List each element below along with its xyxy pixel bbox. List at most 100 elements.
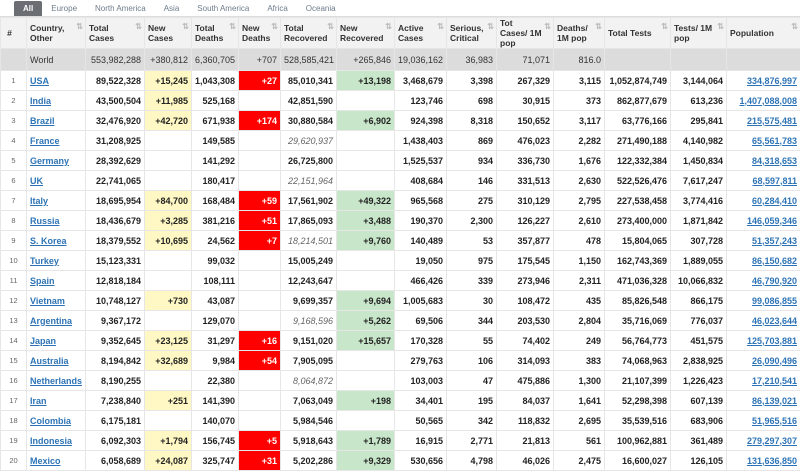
sort-icon[interactable]: ⇅ xyxy=(661,22,668,32)
population-link[interactable]: 26,090,496 xyxy=(752,356,797,366)
population-cell: 215,575,481 xyxy=(727,111,800,131)
population-link[interactable]: 131,636,850 xyxy=(747,456,797,466)
total-deaths-cell: 99,032 xyxy=(192,251,239,271)
sort-icon[interactable]: ⇅ xyxy=(271,22,278,32)
sort-icon[interactable]: ⇅ xyxy=(327,22,334,32)
column-header-tests-1m-pop[interactable]: Tests/ 1M pop⇅ xyxy=(671,18,727,49)
world-population xyxy=(727,49,800,71)
population-link[interactable]: 334,876,997 xyxy=(747,76,797,86)
country-cell: Brazil xyxy=(27,111,86,131)
column-header-serious-critical[interactable]: Serious, Critical⇅ xyxy=(447,18,497,49)
country-link[interactable]: Brazil xyxy=(30,116,55,126)
active-cell: 50,565 xyxy=(395,411,447,431)
critical-cell: 4,798 xyxy=(447,451,497,471)
column-header-total-tests[interactable]: Total Tests⇅ xyxy=(605,18,671,49)
new-deaths-cell: +174 xyxy=(239,111,281,131)
column-header-new-deaths[interactable]: New Deaths⇅ xyxy=(239,18,281,49)
population-link[interactable]: 86,150,682 xyxy=(752,256,797,266)
total-deaths-cell: 24,562 xyxy=(192,231,239,251)
population-link[interactable]: 84,318,653 xyxy=(752,156,797,166)
population-link[interactable]: 86,139,021 xyxy=(752,396,797,406)
country-link[interactable]: Russia xyxy=(30,216,60,226)
tab-europe[interactable]: Europe xyxy=(42,1,86,16)
population-link[interactable]: 68,597,811 xyxy=(752,176,797,186)
world-cases-1m: 71,071 xyxy=(497,49,554,71)
country-link[interactable]: Vietnam xyxy=(30,296,65,306)
critical-cell: 146 xyxy=(447,171,497,191)
population-link[interactable]: 1,407,088,008 xyxy=(739,96,797,106)
deaths-1m-cell: 2,630 xyxy=(554,171,605,191)
country-link[interactable]: Indonesia xyxy=(30,436,72,446)
total-cases-cell: 10,748,127 xyxy=(86,291,145,311)
world-tests xyxy=(605,49,671,71)
population-link[interactable]: 215,575,481 xyxy=(747,116,797,126)
country-link[interactable]: Spain xyxy=(30,276,55,286)
country-link[interactable]: Germany xyxy=(30,156,69,166)
population-link[interactable]: 51,965,516 xyxy=(752,416,797,426)
tab-north-america[interactable]: North America xyxy=(86,1,155,16)
population-link[interactable]: 46,023,644 xyxy=(752,316,797,326)
row-index: 19 xyxy=(1,431,27,451)
column-header-active-cases[interactable]: Active Cases⇅ xyxy=(395,18,447,49)
new-recovered-cell xyxy=(337,251,395,271)
sort-icon[interactable]: ⇅ xyxy=(182,22,189,32)
country-link[interactable]: S. Korea xyxy=(30,236,67,246)
new-recovered-cell xyxy=(337,131,395,151)
column-header-tot-cases-1m-pop[interactable]: Tot Cases/ 1M pop⇅ xyxy=(497,18,554,49)
tab-asia[interactable]: Asia xyxy=(155,1,189,16)
column-label: Total Recovered xyxy=(284,23,333,43)
population-link[interactable]: 60,284,410 xyxy=(752,196,797,206)
population-link[interactable]: 17,210,541 xyxy=(752,376,797,386)
country-link[interactable]: Italy xyxy=(30,196,48,206)
population-link[interactable]: 51,357,243 xyxy=(752,236,797,246)
column-header-total-cases[interactable]: Total Cases⇅ xyxy=(86,18,145,49)
column-header-new-recovered[interactable]: New Recovered⇅ xyxy=(337,18,395,49)
population-link[interactable]: 99,086,855 xyxy=(752,296,797,306)
sort-icon[interactable]: ⇅ xyxy=(76,22,83,32)
country-link[interactable]: Australia xyxy=(30,356,69,366)
sort-icon[interactable]: ⇅ xyxy=(791,22,798,32)
column-header-total-recovered[interactable]: Total Recovered⇅ xyxy=(281,18,337,49)
sort-icon[interactable]: ⇅ xyxy=(437,22,444,32)
population-link[interactable]: 125,703,881 xyxy=(747,336,797,346)
total-cases-cell: 28,392,629 xyxy=(86,151,145,171)
country-link[interactable]: UK xyxy=(30,176,43,186)
population-link[interactable]: 279,297,307 xyxy=(747,436,797,446)
country-link[interactable]: USA xyxy=(30,76,49,86)
column-header-country-other[interactable]: Country, Other⇅ xyxy=(27,18,86,49)
sort-icon[interactable]: ⇅ xyxy=(595,22,602,32)
active-cell: 19,050 xyxy=(395,251,447,271)
country-link[interactable]: India xyxy=(30,96,51,106)
sort-icon[interactable]: ⇅ xyxy=(544,22,551,32)
sort-icon[interactable]: ⇅ xyxy=(717,22,724,32)
population-link[interactable]: 146,059,346 xyxy=(747,216,797,226)
tab-oceania[interactable]: Oceania xyxy=(297,1,345,16)
country-link[interactable]: Argentina xyxy=(30,316,72,326)
population-link[interactable]: 46,790,920 xyxy=(752,276,797,286)
tab-all[interactable]: All xyxy=(14,1,42,16)
tab-africa[interactable]: Africa xyxy=(258,1,296,16)
country-link[interactable]: Netherlands xyxy=(30,376,82,386)
total-cases-cell: 9,352,645 xyxy=(86,331,145,351)
column-header-population[interactable]: Population⇅ xyxy=(727,18,800,49)
tests-cell: 271,490,188 xyxy=(605,131,671,151)
country-link[interactable]: Iran xyxy=(30,396,47,406)
sort-icon[interactable]: ⇅ xyxy=(385,22,392,32)
country-link[interactable]: Turkey xyxy=(30,256,59,266)
country-link[interactable]: Mexico xyxy=(30,456,61,466)
sort-icon[interactable]: ⇅ xyxy=(135,22,142,32)
column-header-total-deaths[interactable]: Total Deaths⇅ xyxy=(192,18,239,49)
country-link[interactable]: France xyxy=(30,136,60,146)
world-critical: 36,983 xyxy=(447,49,497,71)
country-link[interactable]: Japan xyxy=(30,336,56,346)
tab-south-america[interactable]: South America xyxy=(188,1,258,16)
column-header-[interactable]: # xyxy=(1,18,27,49)
sort-icon[interactable]: ⇅ xyxy=(229,22,236,32)
column-header-deaths-1m-pop[interactable]: Deaths/ 1M pop⇅ xyxy=(554,18,605,49)
sort-icon[interactable]: ⇅ xyxy=(487,22,494,32)
column-header-new-cases[interactable]: New Cases⇅ xyxy=(145,18,192,49)
population-link[interactable]: 65,561,783 xyxy=(752,136,797,146)
country-link[interactable]: Colombia xyxy=(30,416,71,426)
